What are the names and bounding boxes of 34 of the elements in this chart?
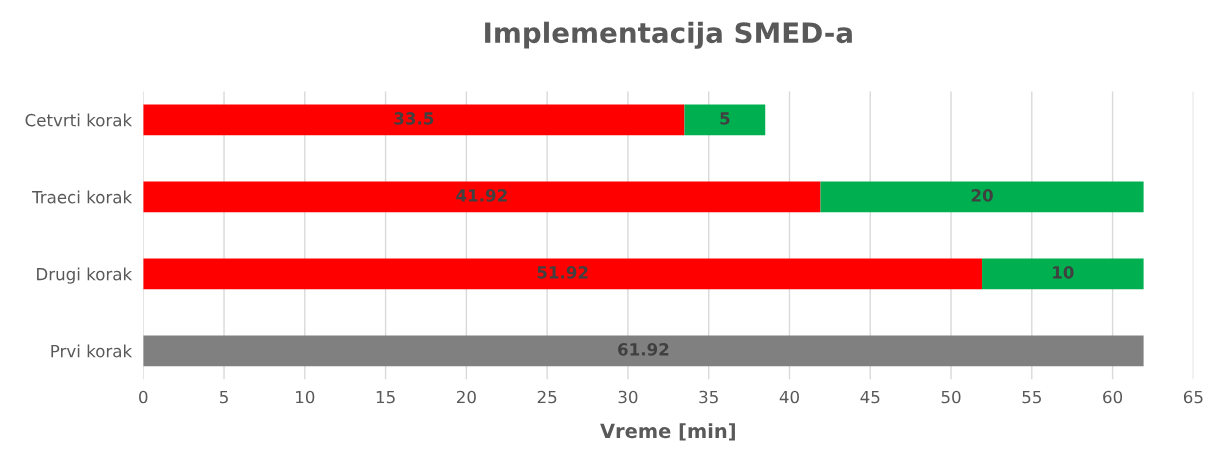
bar bbox=[684, 104, 766, 136]
x-tick-label: 30 bbox=[618, 390, 638, 404]
x-tick-label: 25 bbox=[537, 390, 557, 404]
chart-title: Implementacija SMED-a bbox=[485, 21, 852, 49]
x-tick-label: 60 bbox=[1103, 390, 1123, 404]
bar bbox=[143, 335, 1144, 367]
x-tick-label: 35 bbox=[699, 390, 718, 404]
data-label: 10 bbox=[1053, 266, 1074, 279]
x-tick-label: 55 bbox=[1022, 390, 1041, 404]
x-tick-label: 50 bbox=[941, 390, 961, 404]
y-tick-label: Traeci korak bbox=[32, 190, 133, 204]
data-label: 61.92 bbox=[618, 343, 669, 356]
y-tick-label: Prvi korak bbox=[51, 344, 133, 358]
data-label: 51.92 bbox=[537, 266, 588, 279]
x-tick-label: 15 bbox=[376, 390, 395, 404]
x-tick-label: 40 bbox=[779, 390, 799, 404]
y-tick-label: Drugi korak bbox=[37, 267, 133, 284]
bar bbox=[143, 181, 821, 213]
data-label: 5 bbox=[720, 112, 730, 125]
bar bbox=[143, 104, 685, 136]
x-tick-label: 20 bbox=[456, 390, 476, 404]
data-label: 33.5 bbox=[394, 112, 434, 125]
bar bbox=[982, 258, 1144, 290]
data-label: 20 bbox=[971, 189, 993, 202]
x-tick-label: 10 bbox=[296, 390, 315, 404]
x-axis-title: Vreme [min] bbox=[600, 423, 735, 441]
data-label: 41.92 bbox=[456, 189, 507, 202]
bar bbox=[143, 258, 983, 290]
y-tick-label: Cetvrti korak bbox=[25, 113, 133, 127]
x-tick-label: 0 bbox=[139, 390, 148, 404]
x-tick-label: 45 bbox=[860, 390, 880, 404]
bar bbox=[820, 181, 1144, 213]
x-tick-label: 5 bbox=[220, 390, 228, 404]
x-tick-label: 65 bbox=[1183, 390, 1203, 404]
